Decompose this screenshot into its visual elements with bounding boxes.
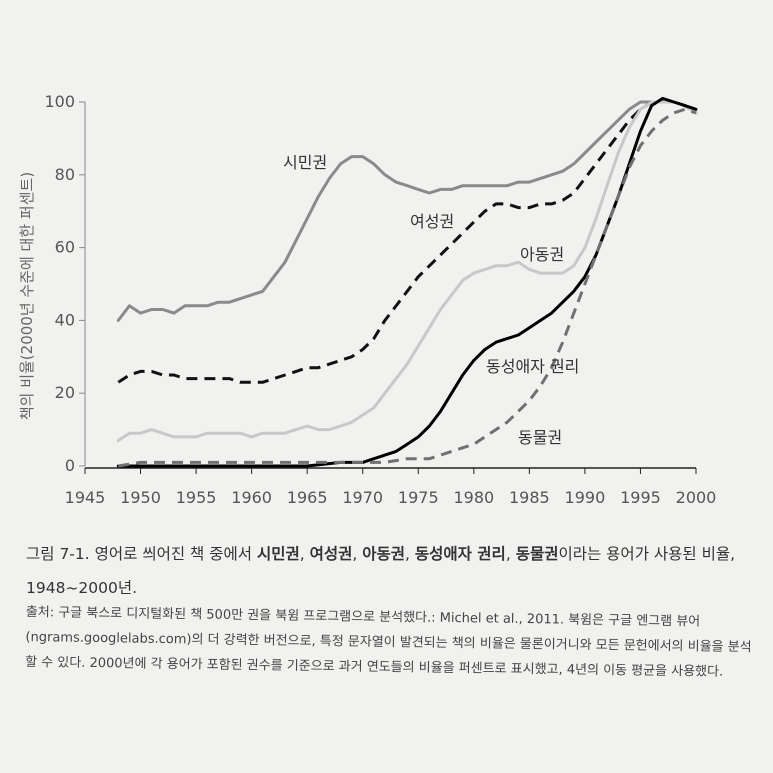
x-tick-label: 1955 <box>176 488 217 507</box>
label-childrens-rights: 아동권 <box>520 245 564 264</box>
y-axis-label: 책의 비율(2000년 수준에 대한 퍼센트) <box>18 172 36 420</box>
x-tick-label: 1985 <box>509 488 550 507</box>
y-tick-label: 100 <box>44 92 75 111</box>
series-womens-rights <box>117 100 697 384</box>
x-tick-label: 1970 <box>342 488 383 507</box>
label-civil-rights: 시민권 <box>283 153 327 172</box>
series-layer <box>116 96 698 468</box>
x-tick-label: 1975 <box>398 488 439 507</box>
x-tick-label: 1980 <box>453 488 494 507</box>
x-tick-label: 1990 <box>565 488 606 507</box>
x-tick-label: 1960 <box>231 488 272 507</box>
series-childrens-rights <box>116 100 698 442</box>
series-gay-rights <box>116 96 698 468</box>
x-tick-label: 1995 <box>620 488 661 507</box>
series-civil-rights <box>116 100 698 322</box>
x-tick-label: 2000 <box>676 488 717 507</box>
label-womens-rights: 여성권 <box>410 212 454 231</box>
figure-caption: 그림 7-1. 영어로 씌어진 책 중에서 시민권, 여성권, 아동권, 동성애… <box>26 545 736 597</box>
y-tick-label: 60 <box>55 238 75 257</box>
figure-source-note: 출처: 구글 북스로 디지털화된 책 500만 권을 북윔 프로그램으로 분석했… <box>25 604 752 680</box>
line-chart: 0 20 40 60 80 100 1945 1950 1955 1960 1965 1970 1975… <box>18 92 716 507</box>
y-tick-label: 20 <box>55 383 75 402</box>
x-tick-label: 1950 <box>120 488 161 507</box>
x-tick-label: 1965 <box>287 488 328 507</box>
series-animal-rights <box>118 107 697 468</box>
chart-axes: 0 20 40 60 80 100 1945 1950 1955 1960 1965 1970 1975… <box>18 92 716 507</box>
y-tick-label: 0 <box>65 456 75 475</box>
label-animal-rights: 동물권 <box>518 428 562 447</box>
x-tick-label: 1945 <box>65 488 106 507</box>
y-tick-label: 80 <box>55 165 75 184</box>
y-tick-label: 40 <box>55 310 75 329</box>
label-gay-rights: 동성애자 권리 <box>486 357 579 376</box>
